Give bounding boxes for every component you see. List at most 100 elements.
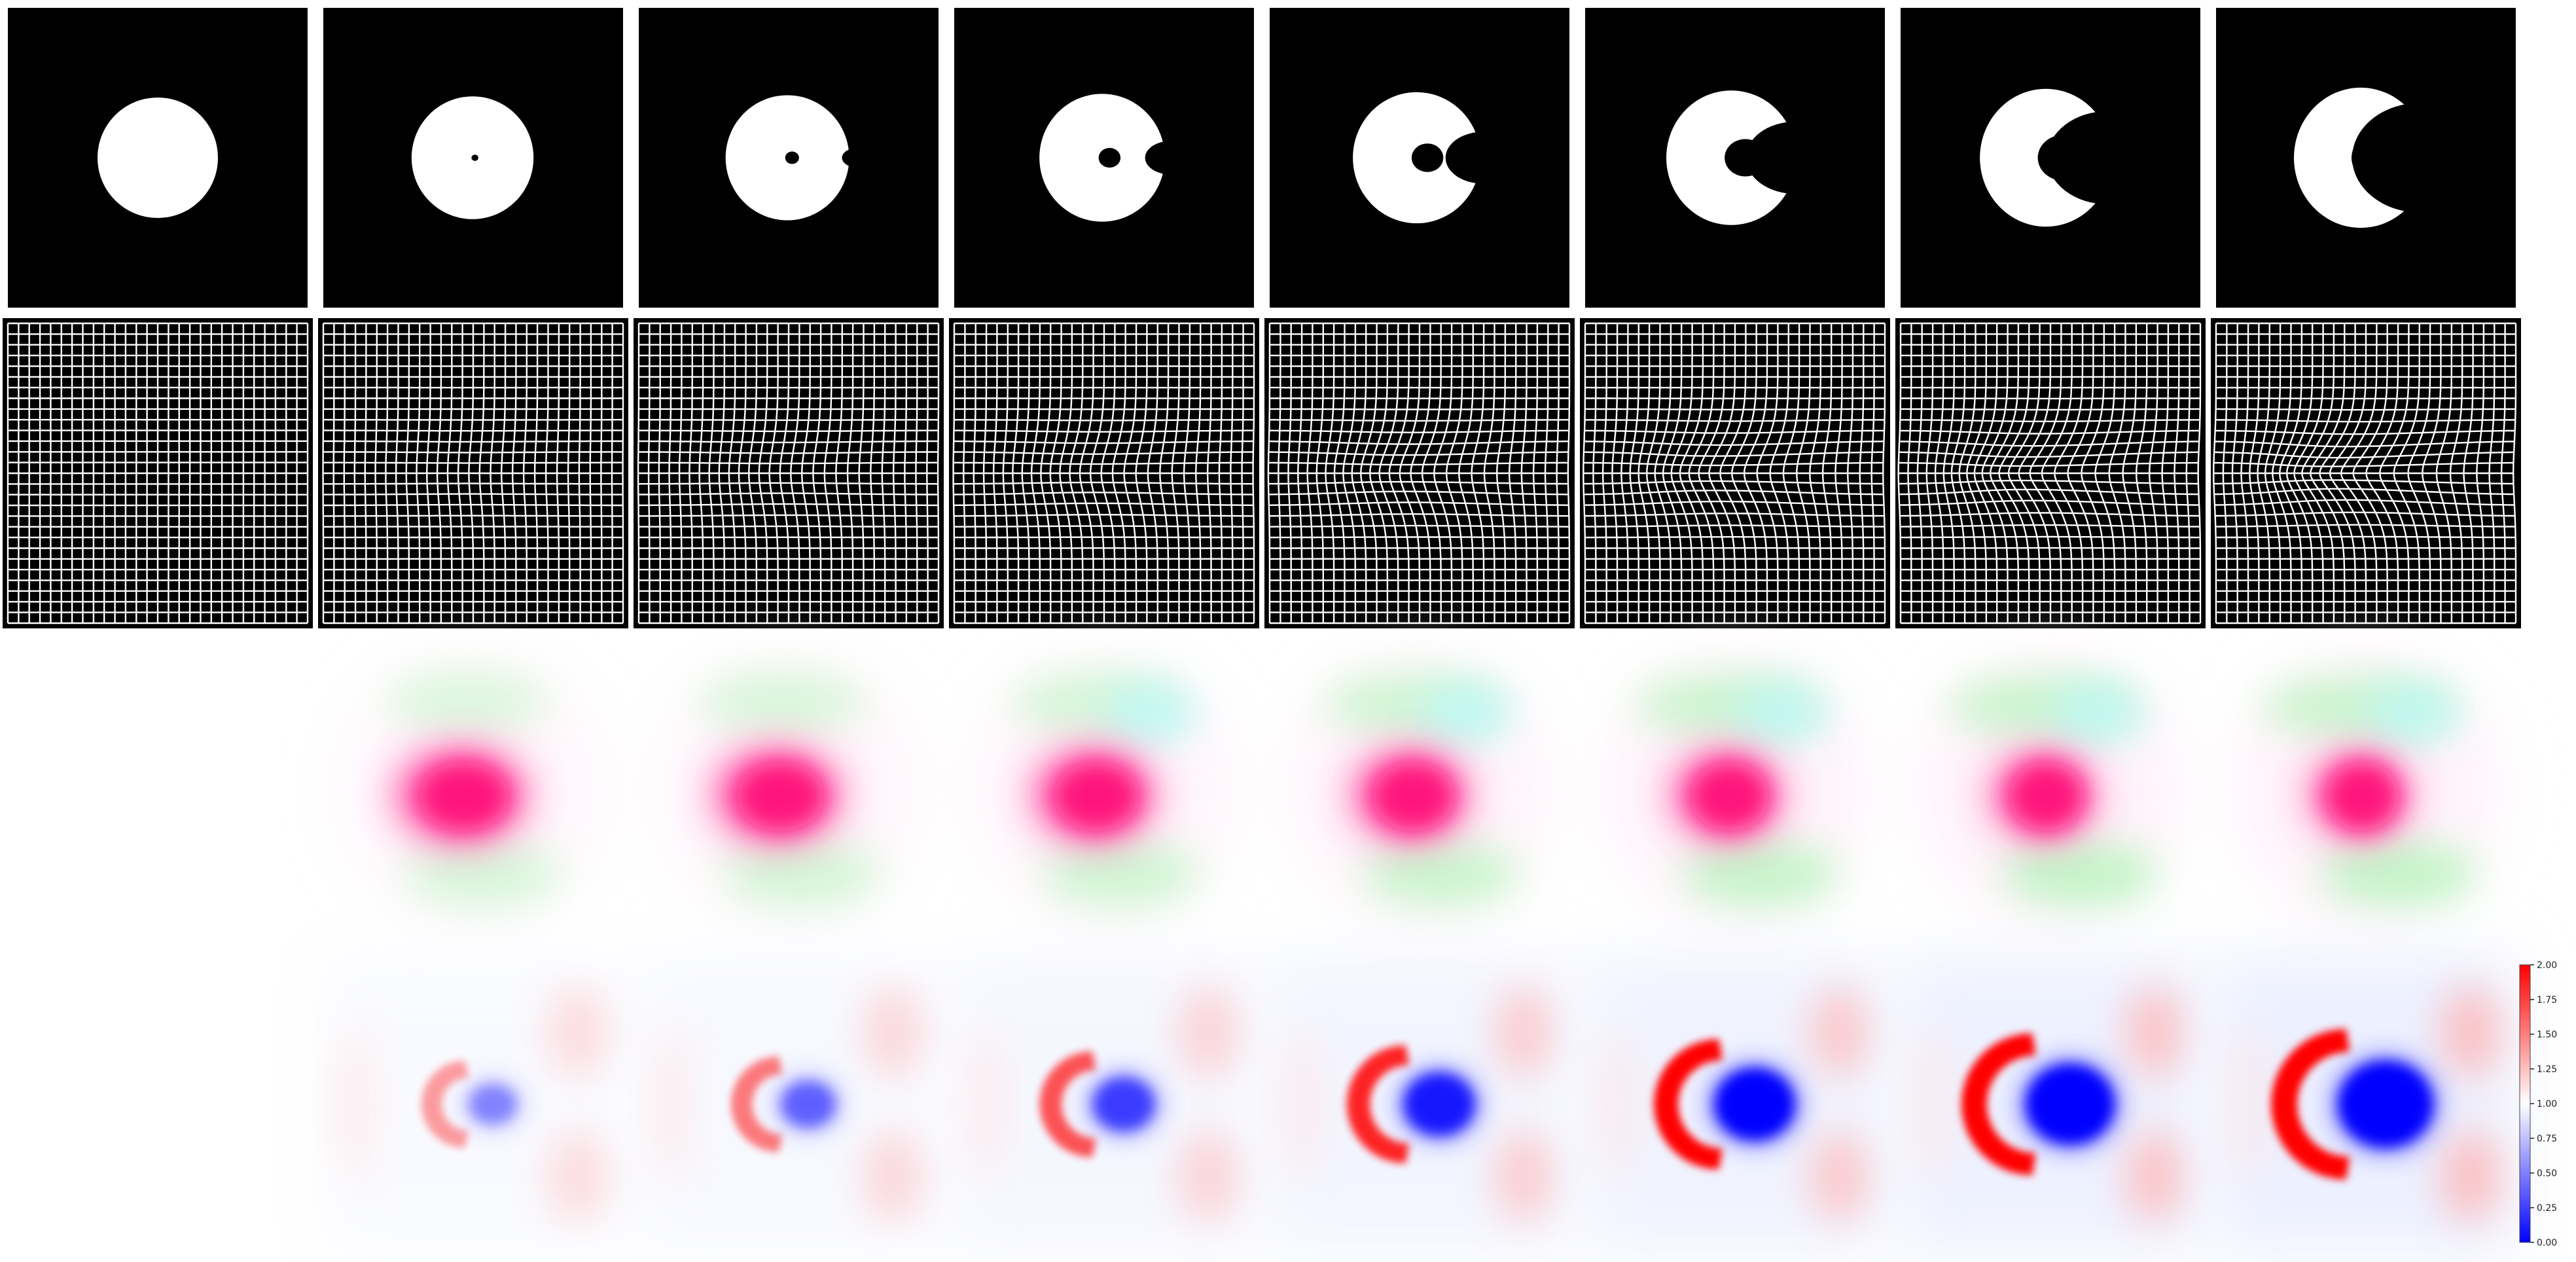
grid-line-horizontal: [1269, 513, 1569, 517]
grid-line-horizontal: [1269, 536, 1569, 539]
grid-line-vertical: [835, 323, 843, 623]
grid-line-horizontal: [954, 514, 1254, 517]
grid-line-vertical: [2435, 323, 2453, 623]
grid-line-horizontal: [1584, 513, 1885, 517]
grid-line-horizontal: [1583, 490, 1884, 496]
grid-line-vertical: [2094, 323, 2116, 623]
vector-field-row: [342, 658, 2497, 920]
grid-line-vertical: [1897, 323, 1902, 623]
shape-mask: [1901, 8, 2200, 308]
grid-line-vertical: [1159, 323, 1170, 623]
grid-line-vertical: [1123, 323, 1137, 623]
grid-line-vertical: [1508, 323, 1517, 623]
grid-line-vertical: [1882, 323, 1886, 623]
grid-line-vertical: [870, 323, 876, 623]
expansion-crescent: [1346, 1045, 1409, 1164]
grid-line-vertical: [567, 323, 571, 623]
grid-panel-8: [2211, 318, 2521, 628]
expansion-crescent: [421, 1060, 469, 1148]
grid-line-horizontal: [1898, 479, 2198, 485]
grid-line-vertical: [1756, 323, 1779, 623]
grid-line-vertical: [937, 323, 940, 623]
grid-line-vertical: [1218, 323, 1223, 623]
jacobian-row: [323, 954, 2516, 1254]
deformation-grid-row: [3, 318, 2521, 628]
shape-panel-1: [8, 8, 308, 308]
grid-line-vertical: [904, 323, 908, 623]
grid-line-vertical: [2365, 323, 2399, 623]
grid-line-vertical: [1458, 323, 1474, 623]
grid-line-vertical: [1495, 323, 1507, 623]
grid-line-vertical: [893, 323, 897, 623]
grid-line-vertical: [915, 323, 918, 623]
grid-line-vertical: [1834, 323, 1843, 623]
grid-line-vertical: [2135, 323, 2148, 623]
grid-line-horizontal: [2215, 408, 2516, 411]
shape-mask: [2216, 8, 2516, 308]
grid-line-horizontal: [2214, 488, 2514, 496]
colorbar-tick-label: 0.75: [2537, 1134, 2557, 1144]
grid-line-vertical: [1471, 323, 1485, 623]
grid-line-horizontal: [1583, 480, 1884, 485]
grid-line-vertical: [1252, 323, 1255, 623]
expansion-crescent: [731, 1056, 783, 1153]
grid-line-vertical: [2067, 323, 2094, 623]
grid-line-vertical: [637, 323, 640, 623]
grid-line-horizontal: [1900, 524, 2200, 528]
grid-line-vertical: [522, 323, 528, 623]
grid-line-vertical: [1135, 323, 1148, 623]
grid-line-vertical: [2122, 323, 2138, 623]
grid-line-vertical: [1795, 323, 1811, 623]
grid-line-horizontal: [1900, 408, 2200, 411]
grid-line-vertical: [2463, 323, 2474, 623]
grid-line-horizontal: [954, 525, 1254, 528]
grid-line-vertical: [2393, 323, 2420, 623]
grid-line-vertical: [2054, 323, 2084, 623]
grid-line-vertical: [1195, 323, 1202, 623]
grid-line-horizontal: [2213, 479, 2514, 485]
shape-mask: [323, 8, 623, 308]
grid-line-vertical: [1859, 323, 1865, 623]
grid-panel-3: [634, 318, 944, 628]
field-panel-8: [2235, 658, 2497, 920]
grid-line-horizontal: [638, 492, 939, 496]
grid-line-vertical: [1870, 323, 1875, 623]
grid-line-vertical: [511, 323, 517, 623]
grid-line-vertical: [2174, 323, 2180, 623]
grid-line-horizontal: [1268, 501, 1569, 506]
grid-line-horizontal: [1899, 488, 2199, 496]
grid-line-horizontal: [1268, 480, 1569, 485]
grid-line-vertical: [490, 323, 495, 623]
grid-panel-1: [3, 318, 313, 628]
grid-line-vertical: [589, 323, 592, 623]
grid-line-vertical: [1821, 323, 1833, 623]
colorbar-gradient: [2519, 964, 2531, 1243]
grid-line-vertical: [545, 323, 549, 623]
shape-panel-3: [639, 8, 939, 308]
grid-line-vertical: [1241, 323, 1244, 623]
grid-line-vertical: [622, 323, 624, 623]
grid-line-vertical: [1520, 323, 1528, 623]
jacobian-panel-2: [323, 954, 623, 1254]
grid-line-vertical: [1206, 323, 1212, 623]
grid-line-horizontal: [2215, 511, 2515, 517]
grid-line-vertical: [2378, 323, 2410, 623]
shape-panel-6: [1585, 8, 1885, 308]
grid-line-vertical: [1730, 323, 1757, 623]
grid-line-horizontal: [1899, 499, 2200, 506]
shape-mask: [639, 8, 939, 308]
colorbar-tick-label: 1.75: [2537, 995, 2557, 1005]
grid-line-horizontal: [638, 514, 939, 517]
grid-line-vertical: [1410, 323, 1431, 623]
grid-line-horizontal: [954, 502, 1254, 507]
grid-line-vertical: [2488, 323, 2496, 623]
grid-panel-5: [1264, 318, 1575, 628]
field-panel-7: [1920, 658, 2181, 920]
grid-line-horizontal: [1899, 512, 2200, 517]
grid-line-vertical: [1100, 323, 1116, 623]
grid-line-vertical: [478, 323, 485, 623]
grid-line-vertical: [2029, 323, 2062, 623]
grid-line-vertical: [1544, 323, 1549, 623]
colorbar-tick-label: 2.00: [2537, 960, 2557, 971]
